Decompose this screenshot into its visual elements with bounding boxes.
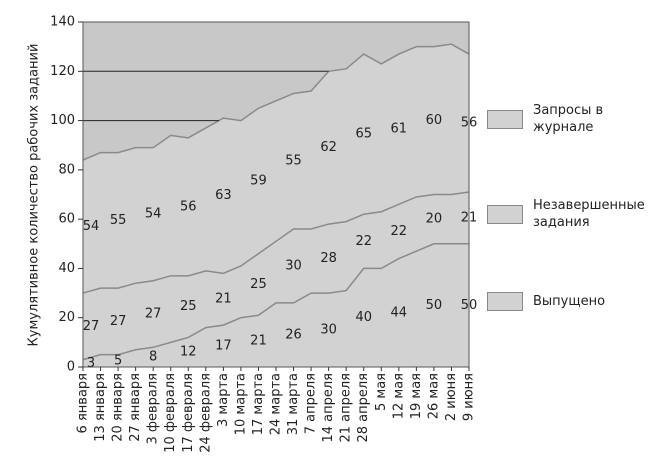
data-label: 22	[355, 234, 372, 249]
data-label: 44	[391, 305, 408, 320]
x-tick-label: 2 июня	[444, 373, 459, 421]
chart: Кумулятивное количество рабочих заданий …	[27, 15, 478, 453]
legend-item: Незавершенные задания	[487, 197, 653, 231]
data-label: 26	[285, 327, 302, 342]
data-label: 27	[145, 307, 162, 322]
series-line	[82, 43, 470, 161]
x-tick-label: 13 января	[93, 373, 108, 442]
data-label: 25	[250, 277, 267, 292]
data-label: 27	[110, 314, 127, 329]
data-label: 55	[110, 213, 127, 228]
y-tick-label: 80	[58, 162, 75, 177]
x-tick-label: 17 февраля	[181, 373, 196, 453]
data-label: 12	[180, 345, 197, 360]
x-tick-label: 28 апреля	[356, 373, 371, 443]
x-tick-label: 5 мая	[374, 373, 389, 411]
data-label: 54	[83, 219, 100, 234]
x-tick-label: 3 марта	[216, 373, 231, 427]
y-axis-label: Кумулятивное количество рабочих заданий	[27, 44, 42, 347]
x-tick-label: 26 мая	[426, 373, 441, 419]
data-label: 27	[83, 319, 100, 334]
data-label: 21	[215, 292, 232, 307]
x-tick-label: 20 января	[111, 373, 126, 442]
area	[83, 44, 469, 294]
data-label: 59	[250, 173, 267, 188]
legend-item: Выпущено	[487, 292, 605, 311]
y-tick-label: 120	[50, 64, 75, 79]
x-tick-label: 7 апреля	[304, 373, 319, 434]
x-tick-label: 9 июня	[462, 373, 477, 421]
y-tick-label: 100	[50, 113, 75, 128]
x-tick-label: 19 мая	[409, 373, 424, 419]
x-tick-label: 27 января	[128, 373, 143, 442]
x-tick-label: 31 марта	[286, 373, 301, 435]
x-tick-label: 17 марта	[251, 373, 266, 435]
data-label: 21	[250, 334, 267, 349]
data-label: 54	[145, 207, 162, 222]
x-tick-label: 3 февраля	[146, 373, 161, 445]
y-tick-label: 40	[58, 261, 75, 276]
x-tick-label: 12 мая	[391, 373, 406, 419]
data-label: 8	[149, 350, 157, 365]
data-label: 30	[320, 323, 337, 338]
data-label: 28	[320, 251, 337, 266]
data-label: 50	[426, 298, 443, 313]
data-label: 60	[426, 113, 443, 128]
legend-swatch	[487, 109, 523, 129]
legend-item: Запросы в журнале	[487, 102, 613, 136]
legend-swatch	[487, 292, 523, 311]
data-label: 30	[285, 258, 302, 273]
y-tick-label: 60	[58, 212, 75, 227]
data-label: 22	[391, 224, 408, 239]
data-label: 3	[87, 356, 95, 371]
x-tick-label: 24 февраля	[198, 373, 213, 453]
legend-label: Выпущено	[533, 294, 606, 309]
x-tick-label: 6 января	[76, 373, 91, 433]
x-tick-label: 14 апреля	[321, 373, 336, 443]
y-tick-label: 0	[67, 360, 75, 375]
data-label: 61	[391, 122, 408, 137]
y-tick-label: 20	[58, 310, 75, 325]
data-label: 17	[215, 339, 232, 354]
data-label: 25	[180, 299, 197, 314]
data-label: 63	[215, 188, 232, 203]
series-line	[82, 243, 469, 361]
x-tick-label: 10 марта	[233, 373, 248, 435]
data-label: 56	[180, 199, 197, 214]
data-label: 65	[355, 127, 372, 142]
data-label: 62	[320, 140, 337, 155]
data-label: 40	[355, 310, 372, 325]
legend-label: Незавершенные задания	[533, 198, 645, 230]
data-label: 5	[114, 353, 122, 368]
area	[83, 192, 469, 360]
data-label: 55	[285, 154, 302, 169]
legend-swatch	[487, 204, 523, 224]
remaining-area	[83, 22, 469, 160]
data-label: 20	[426, 212, 443, 227]
legend-label: Запросы в журнале	[533, 103, 604, 135]
x-tick-label: 21 апреля	[339, 373, 354, 443]
y-tick-label: 140	[50, 15, 75, 30]
x-tick-label: 10 февраля	[163, 373, 178, 453]
x-tick-label: 24 марта	[269, 373, 284, 435]
series-line	[82, 191, 470, 294]
area	[83, 243, 469, 367]
